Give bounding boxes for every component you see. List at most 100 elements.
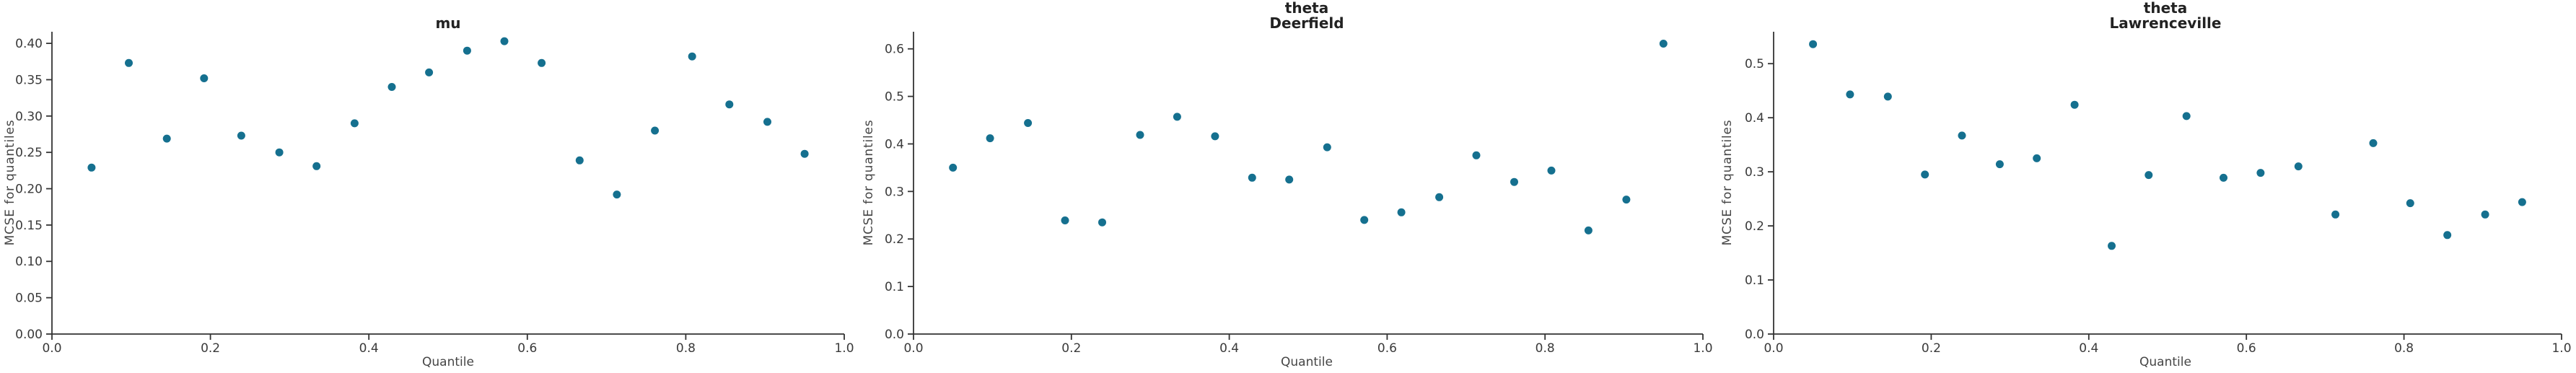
data-point <box>986 134 994 143</box>
y-tick-label: 0.6 <box>885 43 904 57</box>
data-point <box>1098 218 1106 227</box>
x-tick-label: 0.8 <box>676 341 696 356</box>
data-point <box>1211 132 1219 141</box>
y-tick-label: 0.10 <box>15 255 43 269</box>
data-point <box>1173 113 1181 121</box>
data-point <box>2294 162 2303 171</box>
x-tick-label: 0.2 <box>1061 341 1081 356</box>
y-tick-label: 0.30 <box>15 110 43 124</box>
x-tick-label: 0.0 <box>903 341 923 356</box>
data-point <box>1846 90 1854 99</box>
y-tick-label: 0.5 <box>885 90 904 105</box>
data-point <box>1995 160 2004 169</box>
data-point <box>1547 166 1556 175</box>
scatter-plot-theta-lawrenceville: theta Lawrenceville MCSE for quantiles 0.… <box>1717 0 2576 373</box>
x-tick-label: 0.2 <box>1922 341 1941 356</box>
scatter-plot-theta-deerfield: theta Deerfield MCSE for quantiles 0.0 0.1… <box>859 0 1717 373</box>
data-point <box>425 68 434 76</box>
data-point <box>2220 173 2227 182</box>
y-tick-label: 0.2 <box>1745 219 1764 234</box>
y-tick-label: 0.3 <box>1745 165 1764 180</box>
data-point <box>1958 131 1966 140</box>
x-tick-label: 0.6 <box>1377 341 1397 356</box>
x-axis-label: Quantile <box>422 355 474 369</box>
y-tick-label: 0.1 <box>1745 273 1764 288</box>
plot-title-line: Lawrenceville <box>2109 14 2222 32</box>
data-point <box>200 74 209 82</box>
data-point <box>2331 210 2340 219</box>
data-point <box>2033 154 2041 162</box>
plot-canvas-theta-lawrenceville: 0.0 0.1 0.2 0.3 0.4 0.5 0.0 0.2 0.4 0.6 0.8 1.0 <box>1745 32 2572 356</box>
data-point <box>2182 112 2191 120</box>
data-point <box>688 52 696 61</box>
plot-title-line: theta <box>2143 0 2188 17</box>
data-point <box>387 83 396 91</box>
data-point <box>463 46 471 55</box>
plot-title-theta-deerfield: theta Deerfield <box>911 0 1703 31</box>
data-point <box>575 156 584 164</box>
x-tick-label: 1.0 <box>834 341 854 356</box>
x-tick-label: 1.0 <box>1693 341 1712 356</box>
data-point <box>2406 199 2414 208</box>
data-point <box>1061 216 1069 224</box>
x-tick-label: 0.0 <box>1764 341 1783 356</box>
data-point <box>613 190 621 199</box>
data-point <box>1248 173 1256 182</box>
x-tick-label: 0.6 <box>2237 341 2256 356</box>
y-tick-label: 0.25 <box>15 146 43 160</box>
data-point <box>1921 170 1929 179</box>
plot-canvas-theta-deerfield: 0.0 0.1 0.2 0.3 0.4 0.5 0.6 0.0 0.2 0.4 0.6 0.8 1.0 <box>885 32 1713 356</box>
data-point <box>1024 119 1033 127</box>
data-point <box>275 148 284 157</box>
data-point <box>538 58 546 67</box>
x-tick-label: 1.0 <box>2551 341 2571 356</box>
data-point <box>2070 100 2079 109</box>
data-point <box>1323 143 1331 152</box>
data-point <box>1510 177 1518 186</box>
data-point <box>1360 216 1369 224</box>
y-tick-label: 0.20 <box>15 183 43 197</box>
plot-title-mu: mu <box>52 0 844 31</box>
y-tick-label: 0.35 <box>15 73 43 87</box>
data-point <box>125 58 133 67</box>
data-point <box>800 149 809 158</box>
plot-title-line: Deerfield <box>1269 14 1344 32</box>
y-tick-label: 0.00 <box>15 328 43 342</box>
y-tick-label: 0.4 <box>1745 111 1764 126</box>
y-tick-label: 0.3 <box>885 185 904 199</box>
data-point <box>1285 175 1294 184</box>
data-point <box>1622 196 1631 204</box>
data-point <box>2518 198 2526 206</box>
data-point <box>1883 92 1892 101</box>
data-point <box>2369 139 2378 147</box>
y-tick-label: 0.0 <box>885 328 904 342</box>
data-point <box>2481 210 2489 219</box>
data-point <box>1472 151 1481 159</box>
data-point <box>1584 226 1593 234</box>
plot-title-line: theta <box>1284 0 1329 17</box>
x-tick-label: 0.4 <box>1219 341 1239 356</box>
data-point <box>1136 131 1144 139</box>
data-point <box>2256 169 2265 177</box>
plot-title-line: mu <box>435 14 461 32</box>
data-point <box>87 163 96 172</box>
data-point <box>1397 208 1406 216</box>
x-axis-label: Quantile <box>1281 355 1333 369</box>
x-axis-label: Quantile <box>2139 355 2191 369</box>
data-point <box>162 134 171 143</box>
data-point <box>1809 40 1818 48</box>
data-point <box>500 37 509 45</box>
data-point <box>350 119 359 128</box>
x-tick-label: 0.2 <box>201 341 220 356</box>
data-point <box>2108 242 2116 250</box>
y-tick-label: 0.5 <box>1745 57 1764 71</box>
data-point <box>1435 193 1444 201</box>
data-point <box>2145 171 2153 180</box>
data-point <box>651 126 660 135</box>
y-tick-label: 0.15 <box>15 219 43 233</box>
data-point <box>1659 40 1668 48</box>
data-point <box>2443 231 2452 240</box>
data-point <box>949 163 958 172</box>
x-tick-label: 0.4 <box>2079 341 2098 356</box>
